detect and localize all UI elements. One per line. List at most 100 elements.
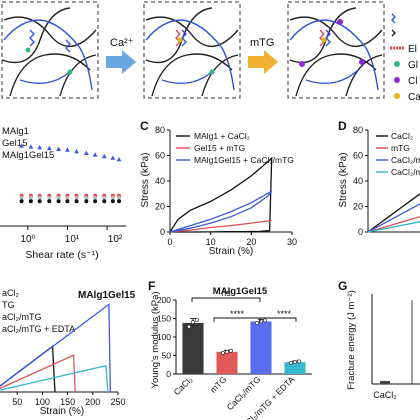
- series-line-1: [367, 216, 420, 233]
- series-line-3: [0, 364, 109, 393]
- legend-gl-text: Gl: [408, 60, 418, 71]
- panel-F-significance: ns **** ****: [191, 288, 297, 322]
- shear-legend-2: Gel15: [2, 138, 27, 149]
- shear-point: [102, 199, 107, 204]
- crosslink-dot: [359, 59, 365, 65]
- legend-ca-text: Ca: [408, 92, 420, 103]
- panel-F: F MAlg1Gel15 Young's modulus (kPa) 0 50 10…: [148, 279, 312, 420]
- shear-point: [46, 145, 52, 151]
- D-legend-4: CaCl₂/mT: [391, 167, 420, 177]
- panel-E-xlabel: Strain (%): [40, 406, 84, 417]
- panel-shear: MAlg1 Gel15 MAlg1Gel15 10⁰ 10¹ 10² Shear…: [0, 126, 126, 261]
- gelatin-dot: [67, 69, 73, 75]
- mtg-label: mTG: [250, 37, 274, 49]
- shear-point: [74, 199, 79, 204]
- ytick-label: 60: [155, 151, 165, 161]
- xtick-label: 30: [287, 237, 297, 247]
- F-point: [255, 321, 259, 325]
- panel-C-lines: [169, 156, 273, 233]
- D-legend-2: mTG: [391, 143, 410, 153]
- E-legend-3: aCl₂/mTG: [2, 312, 42, 322]
- shear-point: [37, 145, 43, 150]
- F-ytick-label: 0: [166, 369, 171, 379]
- shear-legend-1: MAlg1: [2, 126, 29, 137]
- gelatin-dot: [209, 69, 215, 75]
- network-box-3: [287, 1, 385, 99]
- shear-point: [110, 199, 115, 204]
- xtick-label: 50: [12, 397, 22, 407]
- shear-xtick-1: 10¹: [65, 234, 80, 245]
- panel-F-ylabel: Young's modulus (kPa): [150, 291, 161, 388]
- E-legend-1: aCl₂: [2, 288, 20, 298]
- shear-point: [93, 196, 98, 200]
- F-point: [225, 349, 229, 354]
- panel-C: C Stress (kPa) 0 10 20 30 0 20 40 60 80 MAlg1 + …: [140, 119, 297, 257]
- calcium-label: Ca²⁺: [110, 37, 134, 49]
- F-ytick-label: 100: [157, 332, 171, 342]
- panel-D-legend: CaCl₂ mTG CaCl₂/mT CaCl₂/mT: [376, 131, 420, 177]
- legend-cl-text: Cl: [408, 76, 417, 87]
- legend-ca-dot: [394, 93, 400, 99]
- xtick-label: 250: [110, 397, 125, 407]
- ytick-label: 40: [155, 176, 165, 186]
- panel-F-letter: F: [148, 279, 155, 293]
- panel-D-axes: 0 20 40 60 80: [353, 125, 420, 237]
- shear-points: [19, 143, 122, 204]
- panel-G-letter: G: [338, 279, 347, 293]
- shear-point: [110, 196, 115, 200]
- shear-legend-3: MAlg1Gel15: [2, 150, 54, 161]
- panel-C-ylabel: Stress (kPa): [140, 152, 151, 207]
- calcium-dot: [177, 37, 183, 43]
- ytick-label: 80: [353, 125, 363, 135]
- shear-point: [84, 199, 89, 204]
- panel-F-title: MAlg1Gel15: [213, 286, 268, 297]
- F-ytick-label: 50: [162, 351, 172, 361]
- series-line-2: [0, 303, 112, 393]
- ytick-label: 60: [353, 151, 363, 161]
- F-bar-3: [284, 362, 306, 374]
- D-legend-3: CaCl₂/mT: [391, 155, 420, 165]
- shear-point: [83, 150, 89, 155]
- F-bar-2: [250, 321, 272, 374]
- xtick-label: 150: [60, 397, 75, 407]
- shear-point: [47, 196, 52, 200]
- C-legend-1: MAlg1 + CaCl₂: [194, 131, 250, 141]
- ytick-label: 20: [155, 202, 165, 212]
- series-line-2: [169, 190, 273, 233]
- xtick-label: 10: [206, 237, 216, 247]
- shear-point: [92, 152, 98, 157]
- ytick-label: 0: [358, 227, 363, 237]
- network-box-2: [143, 1, 241, 99]
- xtick-label: 20: [246, 237, 256, 247]
- F-point: [195, 318, 199, 322]
- F-point: [289, 360, 293, 365]
- panel-D-letter: D: [338, 119, 347, 133]
- series-line-1: [169, 219, 272, 233]
- ytick-label: 20: [353, 202, 363, 212]
- F-ytick-label: 200: [157, 295, 171, 305]
- C-legend-3: MAlg1Gel15 + CaCl₂/mTG: [194, 155, 294, 165]
- schematic-legend: El Gl Cl Ca: [390, 13, 420, 103]
- network-2: [145, 7, 239, 97]
- shear-point: [65, 196, 70, 200]
- shear-point: [56, 146, 61, 151]
- panel-C-letter: C: [140, 119, 149, 133]
- ytick-label: 40: [353, 176, 363, 186]
- network-3: [289, 7, 383, 97]
- shear-point: [117, 196, 122, 200]
- panel-C-xlabel: Strain (%): [209, 246, 253, 257]
- panel-D-ylabel: Stress (kPa): [338, 152, 349, 207]
- shear-point: [19, 199, 24, 204]
- schematic: Ca²⁺ mTG: [1, 1, 420, 103]
- C-legend-2: Gel15 + mTG: [194, 143, 245, 153]
- F-bar-0: [182, 322, 204, 374]
- shear-point: [65, 199, 70, 204]
- xtick-label: 200: [85, 397, 100, 407]
- series-line-0: [367, 193, 420, 233]
- panel-E-lines: [0, 303, 112, 393]
- shear-ticks: [27, 226, 108, 230]
- calcium-dot: [321, 37, 327, 43]
- shear-point: [93, 199, 98, 204]
